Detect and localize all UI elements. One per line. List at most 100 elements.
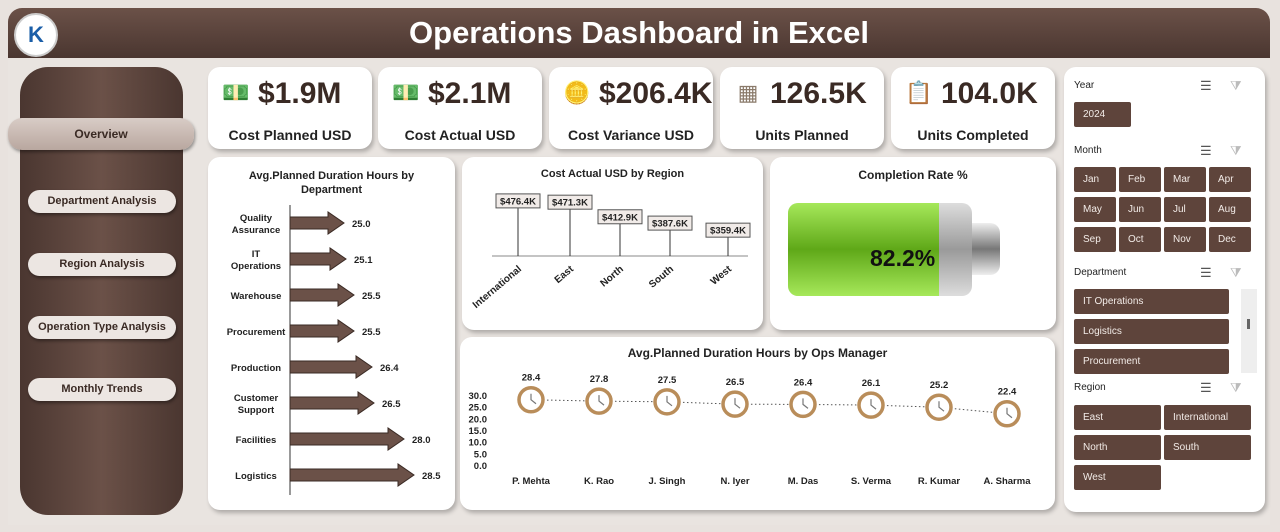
value-label: 26.4: [380, 363, 399, 374]
slicer-month-may[interactable]: May: [1074, 197, 1116, 222]
slicer-region-item[interactable]: South: [1164, 435, 1251, 460]
slicer-department-item[interactable]: Logistics: [1074, 319, 1229, 344]
clear-filter-icon[interactable]: ⧩: [1230, 380, 1242, 395]
bar-arrow: [289, 463, 415, 487]
category-label: East: [553, 263, 577, 285]
clock-hands: [1006, 407, 1013, 419]
bar-arrow: [289, 211, 345, 235]
y-tick-label: 10.0: [469, 438, 488, 449]
slicer-month-mar[interactable]: Mar: [1164, 167, 1206, 192]
bar-arrow: [289, 391, 375, 415]
kpi-value: 126.5K: [770, 77, 867, 110]
kpi-label: Units Planned: [755, 127, 849, 143]
category-label: N. Iyer: [720, 476, 749, 487]
nav-monthly-trends[interactable]: Monthly Trends: [28, 378, 176, 401]
nav-department-analysis[interactable]: Department Analysis: [28, 190, 176, 213]
bar-arrow: [289, 283, 355, 307]
value-label: $387.6K: [652, 219, 688, 230]
nav-overview[interactable]: Overview: [8, 118, 194, 150]
chart-title: Avg.Planned Duration Hours by Ops Manage…: [627, 346, 888, 360]
battery-fill: [788, 203, 940, 296]
y-tick-label: 0.0: [474, 461, 487, 472]
manager-duration-chart: Avg.Planned Duration Hours by Ops Manage…: [460, 337, 1055, 510]
value-label: 28.4: [522, 373, 541, 384]
slicer-department-item[interactable]: Procurement: [1074, 349, 1229, 374]
nav-region-analysis[interactable]: Region Analysis: [28, 253, 176, 276]
slicer-month-nov[interactable]: Nov: [1164, 227, 1206, 252]
multi-select-icon[interactable]: ☰: [1200, 265, 1212, 280]
category-label: Operations: [231, 261, 281, 272]
category-label: International: [471, 264, 524, 311]
slicer-panel: Year Month Department Region 2024 Jan Feb M…: [1064, 67, 1265, 512]
slicer-month-sep[interactable]: Sep: [1074, 227, 1116, 252]
battery-body: [788, 203, 972, 296]
value-label: 22.4: [998, 387, 1017, 398]
dept-duration-chart: Avg.Planned Duration Hours by Department…: [208, 157, 455, 510]
slicer-year-2024[interactable]: 2024: [1074, 102, 1131, 127]
value-label: 27.8: [590, 374, 609, 385]
bar-arrow: [289, 247, 347, 271]
kpi-value: $2.1M: [428, 77, 512, 110]
header-bar: Operations Dashboard in Excel: [8, 8, 1270, 58]
scrollbar-thumb[interactable]: [1247, 319, 1250, 329]
slicer-month-aug[interactable]: Aug: [1209, 197, 1251, 222]
category-label: R. Kumar: [918, 476, 961, 487]
slicer-month-oct[interactable]: Oct: [1119, 227, 1161, 252]
bar-arrow: [289, 319, 355, 343]
clear-filter-icon[interactable]: ⧩: [1230, 265, 1242, 280]
multi-select-icon[interactable]: ☰: [1200, 380, 1212, 395]
nav-operation-type-analysis[interactable]: Operation Type Analysis: [28, 316, 176, 339]
slicer-region-item[interactable]: East: [1074, 405, 1161, 430]
money-icon: 💵: [222, 80, 250, 105]
multi-select-icon[interactable]: ☰: [1200, 78, 1212, 93]
value-label: 27.5: [658, 375, 677, 386]
category-label: Production: [231, 363, 281, 374]
value-label: $476.4K: [500, 196, 536, 207]
logo: K: [14, 13, 58, 57]
value-label: 28.0: [412, 435, 431, 446]
clock-hands: [530, 393, 537, 405]
slicer-region-item[interactable]: International: [1164, 405, 1251, 430]
category-label: West: [709, 263, 735, 287]
region-cost-chart: Cost Actual USD by Region $476.4K Interna…: [462, 157, 763, 330]
clear-filter-icon[interactable]: ⧩: [1230, 78, 1242, 93]
clock-hands: [802, 398, 809, 409]
slicer-region-item[interactable]: North: [1074, 435, 1161, 460]
value-box: [647, 215, 693, 231]
value-box: [547, 194, 593, 210]
slicer-region-item[interactable]: West: [1074, 465, 1161, 490]
slicer-month-dec[interactable]: Dec: [1209, 227, 1251, 252]
slicer-month-jul[interactable]: Jul: [1164, 197, 1206, 222]
value-box: [495, 193, 541, 209]
multi-select-icon[interactable]: ☰: [1200, 143, 1212, 158]
category-label: P. Mehta: [512, 476, 551, 487]
value-label: 26.5: [726, 377, 745, 388]
slicer-month-feb[interactable]: Feb: [1119, 167, 1161, 192]
kpi-card: 📋 104.0K Units Completed: [891, 67, 1055, 149]
category-label: Customer: [234, 393, 279, 404]
manager-duration-plot: 30.025.020.015.010.05.00.0 28.4 P. Mehta 27…: [469, 373, 1032, 487]
kpi-value: $206.4K: [599, 77, 713, 110]
slicer-month-jan[interactable]: Jan: [1074, 167, 1116, 192]
page-title: Operations Dashboard in Excel: [409, 15, 869, 50]
kpi-value: 104.0K: [941, 77, 1038, 110]
slicer-department-item[interactable]: IT Operations: [1074, 289, 1229, 314]
category-label: A. Sharma: [984, 476, 1032, 487]
slicer-month-jun[interactable]: Jun: [1119, 197, 1161, 222]
value-label: 25.1: [354, 255, 373, 266]
category-label: Assurance: [232, 225, 281, 236]
category-label: North: [598, 264, 626, 290]
value-label: 25.5: [362, 291, 381, 302]
department-scrollbar[interactable]: [1241, 289, 1257, 373]
clipboard-icon: 📋: [905, 80, 933, 105]
slicer-month-apr[interactable]: Apr: [1209, 167, 1251, 192]
slicer-year-label: Year: [1074, 80, 1095, 91]
value-label: $471.3K: [552, 198, 588, 209]
chart-title: Cost Actual USD by Region: [540, 168, 685, 180]
bar-arrow: [289, 427, 405, 451]
category-label: J. Singh: [649, 476, 686, 487]
kpi-label: Units Completed: [917, 127, 1029, 143]
clear-filter-icon[interactable]: ⧩: [1230, 143, 1242, 158]
y-tick-label: 25.0: [469, 403, 488, 414]
